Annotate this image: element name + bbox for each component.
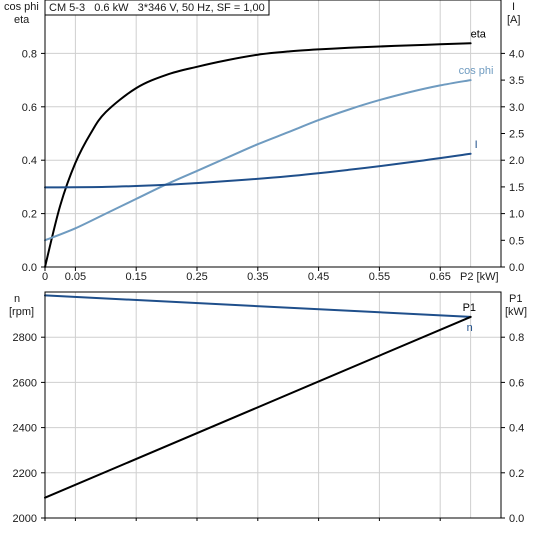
bottom-right-axis-label-p1: P1: [509, 293, 522, 305]
top-x-tick-label: 0: [42, 271, 48, 283]
top-series-label-i: I: [475, 139, 478, 151]
top-right-y-tick-label: 2.5: [509, 129, 524, 141]
top-right-y-tick-label: 3.5: [509, 75, 524, 87]
bottom-curve-n: [44, 294, 472, 318]
bottom-left-axis-label-unit: [rpm]: [9, 306, 34, 318]
chart-title: CM 5-3 0.6 kW 3*346 V, 50 Hz, SF = 1,00: [49, 2, 265, 14]
top-right-axis-label-i: I: [512, 1, 515, 13]
top-x-axis-label: P2 [kW]: [460, 271, 499, 283]
top-x-tick-label: 0.65: [429, 271, 450, 283]
top-left-y-tick-label: 0.8: [22, 48, 37, 60]
chart-title-box: [44, 0, 270, 16]
bottom-right-y-tick-label: 0.0: [509, 513, 524, 525]
bottom-left-y-tick-label: 2200: [13, 468, 37, 480]
top-right-y-tick-label: 0.0: [509, 262, 524, 274]
top-x-tick-label: 0.45: [308, 271, 329, 283]
top-curve-eta: [44, 42, 472, 268]
top-curve-i: [44, 152, 472, 189]
bottom-panel-curves: n P1: [44, 294, 476, 499]
bottom-panel-ticks: 2000 2200 2400 2600 2800 0.0 0.2 0.4 0.6 0.8: [13, 332, 525, 525]
bottom-panel-grid: [44, 292, 501, 519]
bottom-left-y-tick-label: 2400: [13, 423, 37, 435]
top-left-y-tick-label: 0.6: [22, 102, 37, 114]
top-left-y-tick-label: 0.2: [22, 209, 37, 221]
bottom-panel-frame: [44, 291, 502, 519]
top-x-tick-label: 0.15: [125, 271, 146, 283]
bottom-left-y-tick-label: 2600: [13, 377, 37, 389]
top-right-y-tick-label: 2.0: [509, 155, 524, 167]
top-right-y-tick-label: 1.5: [509, 182, 524, 194]
top-x-tick-label: 0.55: [369, 271, 390, 283]
top-panel-curves: eta cos phi I: [44, 28, 494, 268]
top-left-y-tick-label: 0.0: [22, 262, 37, 274]
top-series-label-eta: eta: [471, 28, 487, 40]
bottom-series-label-p1: P1: [463, 302, 476, 314]
top-right-axis-label-unit: [A]: [507, 14, 520, 26]
bottom-right-axis-label-unit: [kW]: [505, 306, 527, 318]
top-series-label-cos-phi: cos phi: [459, 65, 494, 77]
top-left-axis-label-cos-phi: cos phi: [4, 1, 39, 13]
top-x-tick-label: 0.35: [247, 271, 268, 283]
top-panel-grid: [44, 0, 501, 268]
top-x-tick-label: 0.25: [186, 271, 207, 283]
top-panel-frame: [44, 0, 502, 268]
bottom-left-axis-label-n: n: [14, 293, 20, 305]
bottom-right-y-tick-label: 0.6: [509, 377, 524, 389]
top-right-y-tick-label: 1.0: [509, 209, 524, 221]
bottom-right-y-tick-label: 0.2: [509, 468, 524, 480]
top-curve-cos-phi: [44, 79, 472, 242]
top-left-axis-label-eta: eta: [14, 14, 30, 26]
bottom-series-label-n: n: [467, 322, 473, 334]
top-panel-ticks: 0 0.05 0.15 0.25 0.35 0.45 0.55 0.65 0.0 0.2 0.4 0.…: [22, 48, 525, 283]
bottom-left-y-tick-label: 2000: [13, 513, 37, 525]
bottom-right-y-tick-label: 0.8: [509, 332, 524, 344]
bottom-left-y-tick-label: 2800: [13, 332, 37, 344]
bottom-right-y-tick-label: 0.4: [509, 423, 524, 435]
top-right-y-tick-label: 0.5: [509, 235, 524, 247]
top-right-y-tick-label: 3.0: [509, 102, 524, 114]
top-left-y-tick-label: 0.4: [22, 155, 37, 167]
bottom-curve-p1: [44, 315, 472, 499]
top-x-tick-label: 0.05: [65, 271, 86, 283]
top-right-y-tick-label: 4.0: [509, 48, 524, 60]
